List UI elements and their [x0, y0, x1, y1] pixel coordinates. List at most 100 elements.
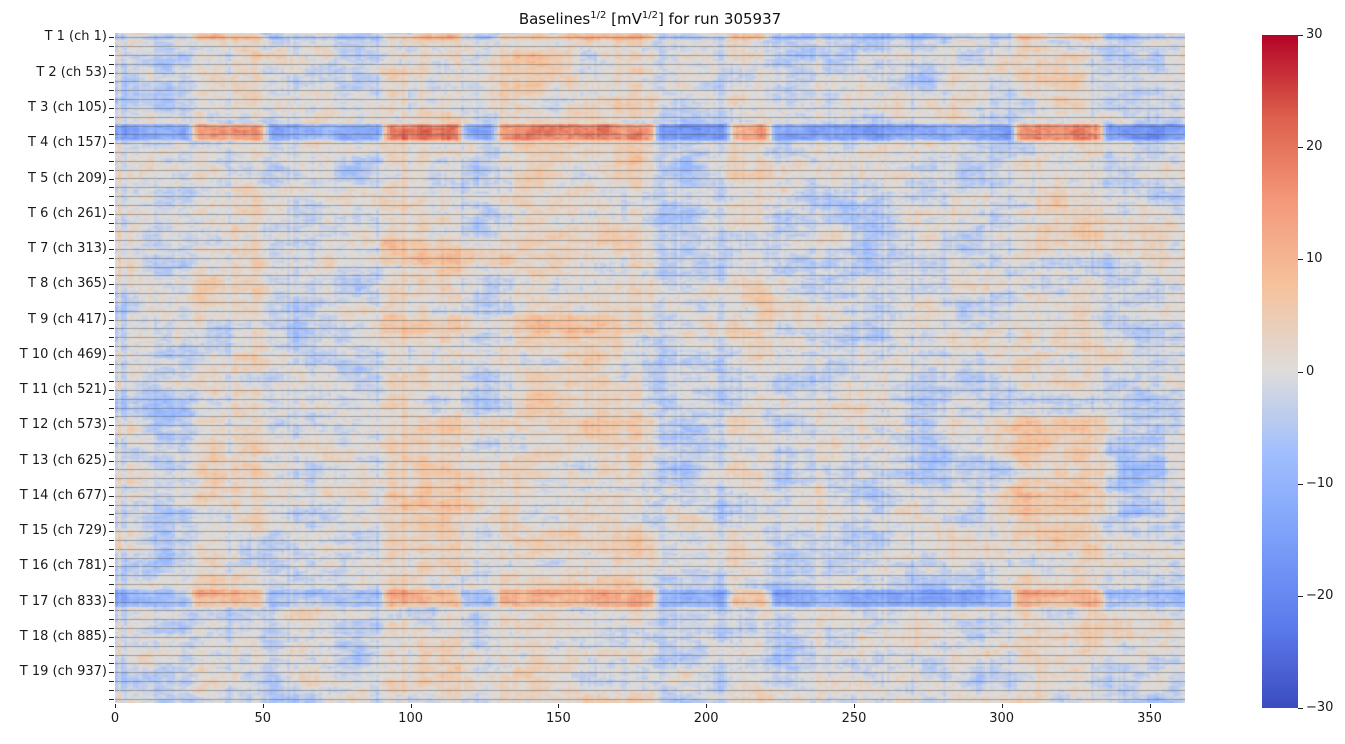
- y-tick-mark: [109, 301, 114, 303]
- colorbar-tick-mark: [1298, 708, 1303, 709]
- y-tick-mark: [109, 346, 114, 347]
- y-tick-mark: [109, 204, 114, 206]
- chart-title-superscript: 1/2: [590, 10, 607, 21]
- y-tick-label: T 6 (ch 261): [28, 205, 107, 221]
- y-tick-mark: [109, 407, 114, 409]
- y-tick-mark: [109, 654, 114, 656]
- y-tick-mark: [109, 160, 114, 162]
- y-tick-mark: [109, 592, 114, 594]
- y-tick-label: T 10 (ch 469): [19, 346, 107, 362]
- y-tick-mark: [109, 425, 114, 427]
- y-tick-mark: [109, 293, 114, 295]
- y-tick-mark: [109, 107, 114, 109]
- x-tick-mark: [706, 704, 708, 708]
- x-tick-mark: [410, 704, 412, 708]
- y-tick-label: T 17 (ch 833): [19, 593, 107, 609]
- colorbar-tick-mark: [1298, 595, 1303, 597]
- colorbar-tick-label: −30: [1306, 700, 1334, 715]
- x-tick-label: 0: [110, 711, 120, 726]
- y-tick-mark: [109, 116, 114, 118]
- y-tick-label: T 14 (ch 677): [19, 487, 107, 503]
- y-tick-mark: [109, 478, 114, 480]
- y-tick-mark: [109, 240, 114, 242]
- y-tick-mark: [109, 81, 114, 83]
- colorbar-tick-mark: [1298, 371, 1303, 373]
- x-tick-label: 350: [1137, 711, 1162, 726]
- colorbar-tick-label: 10: [1306, 251, 1323, 267]
- y-tick-mark: [109, 531, 114, 533]
- y-tick-mark: [109, 143, 114, 145]
- x-tick-mark: [115, 704, 116, 708]
- y-tick-mark: [109, 90, 114, 92]
- y-tick-mark: [109, 249, 114, 250]
- y-tick-mark: [109, 636, 114, 638]
- colorbar-tick-label: 20: [1306, 139, 1323, 155]
- y-tick-mark: [109, 645, 114, 647]
- y-tick-mark: [109, 698, 114, 700]
- y-tick-mark: [109, 169, 114, 171]
- chart-title-text: Baselines: [518, 10, 591, 28]
- y-tick-mark: [109, 187, 114, 189]
- y-tick-label: T 7 (ch 313): [28, 241, 107, 256]
- y-tick-mark: [109, 557, 114, 559]
- x-tick-label: 250: [841, 711, 867, 726]
- x-tick-label: 200: [693, 711, 719, 726]
- y-tick-label: T 4 (ch 157): [28, 135, 107, 151]
- y-tick-mark: [109, 504, 114, 506]
- y-tick-mark: [109, 363, 114, 365]
- colorbar-tick-mark: [1298, 147, 1303, 149]
- y-tick-mark: [109, 372, 114, 374]
- colorbar: [1262, 35, 1298, 708]
- y-tick-mark: [109, 442, 114, 444]
- y-tick-mark: [109, 37, 114, 39]
- y-tick-mark: [109, 513, 114, 515]
- colorbar-tick-mark: [1298, 259, 1303, 261]
- y-tick-mark: [109, 628, 114, 630]
- y-tick-mark: [109, 337, 114, 339]
- x-tick-mark: [558, 704, 560, 708]
- y-tick-label: T 19 (ch 937): [19, 664, 107, 680]
- y-tick-label: T 1 (ch 1): [44, 29, 107, 45]
- y-tick-mark: [109, 610, 114, 612]
- y-tick-mark: [109, 152, 114, 153]
- y-tick-mark: [109, 681, 114, 682]
- chart-title: Baselines1/2 [mV1/2] for run 305937: [115, 10, 1185, 28]
- colorbar-tick-mark: [1298, 35, 1303, 36]
- y-tick-label: T 11 (ch 521): [19, 382, 107, 397]
- colorbar-tick-label: −10: [1306, 475, 1334, 491]
- y-tick-mark: [109, 63, 114, 65]
- colorbar-tick-label: −20: [1306, 587, 1334, 603]
- colorbar-tick-mark: [1298, 483, 1303, 485]
- y-tick-label: T 15 (ch 729): [19, 523, 107, 539]
- y-tick-mark: [109, 601, 114, 603]
- chart-title-units: [mV: [606, 10, 642, 28]
- x-tick-mark: [1001, 704, 1003, 708]
- y-tick-mark: [109, 381, 114, 383]
- y-tick-mark: [109, 566, 114, 568]
- y-tick-mark: [109, 99, 114, 101]
- y-tick-mark: [109, 134, 114, 136]
- y-tick-label: T 9 (ch 417): [28, 311, 107, 327]
- x-tick-label: 300: [989, 711, 1015, 726]
- y-tick-label: T 2 (ch 53): [36, 64, 107, 80]
- x-tick-mark: [1149, 704, 1151, 708]
- y-tick-mark: [109, 495, 114, 497]
- x-tick-mark: [262, 704, 264, 708]
- y-tick-mark: [109, 266, 114, 268]
- x-tick-label: 100: [398, 711, 423, 726]
- y-tick-label: T 12 (ch 573): [19, 417, 107, 433]
- x-tick-label: 150: [545, 711, 571, 726]
- y-tick-mark: [109, 328, 114, 330]
- y-tick-mark: [109, 55, 114, 56]
- y-tick-mark: [109, 46, 114, 48]
- y-tick-mark: [109, 257, 114, 259]
- y-tick-mark: [109, 398, 114, 400]
- y-tick-mark: [109, 434, 114, 436]
- y-tick-mark: [109, 354, 114, 356]
- y-tick-mark: [109, 522, 114, 524]
- chart-title-superscript-2: 1/2: [641, 10, 658, 21]
- y-tick-mark: [109, 319, 114, 321]
- colorbar-tick-label: 30: [1306, 27, 1323, 42]
- y-tick-mark: [109, 539, 114, 541]
